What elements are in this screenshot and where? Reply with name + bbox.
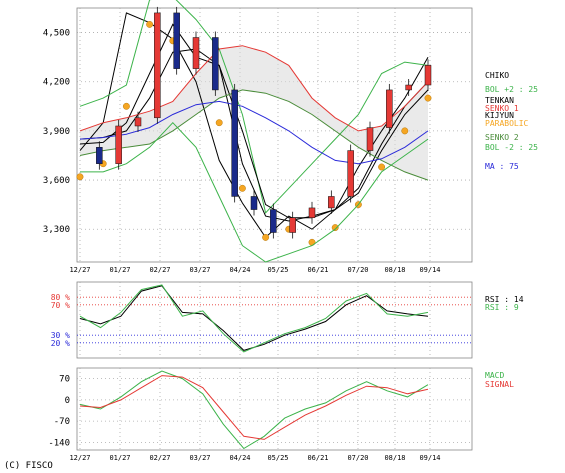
candle-body bbox=[250, 196, 258, 210]
macd-x-tick-label: 12/27 bbox=[69, 454, 90, 462]
candle-body bbox=[115, 125, 122, 164]
legend-rsi-9: RSI : 9 bbox=[485, 303, 519, 312]
parabolic-dot bbox=[424, 94, 432, 102]
candle-body bbox=[366, 127, 374, 151]
candle-body bbox=[96, 147, 103, 164]
candle-body bbox=[270, 209, 277, 233]
price-x-tick-label: 07/20 bbox=[347, 266, 368, 274]
price-y-tick-label: 4,200 bbox=[43, 78, 70, 88]
price-x-tick-label: 05/25 bbox=[267, 266, 288, 274]
price-y-tick-label: 3,600 bbox=[43, 176, 70, 186]
parabolic-dot bbox=[146, 20, 154, 28]
candle-body bbox=[347, 150, 354, 197]
series-bol-2-25 bbox=[79, 0, 429, 214]
price-x-tick-label: 02/27 bbox=[149, 266, 170, 274]
macd-x-tick-label: 07/20 bbox=[347, 454, 368, 462]
macd-panel: 70 0 -70 -140 12/27 01/27 02/27 03/27 04/24 05/25… bbox=[48, 367, 514, 462]
price-x-tick-label: 06/21 bbox=[307, 266, 328, 274]
price-y-tick-label: 3,300 bbox=[43, 225, 70, 235]
macd-x-tick-label: 02/27 bbox=[149, 454, 170, 462]
price-y-tick-label: 3,900 bbox=[43, 127, 70, 137]
candle-body bbox=[289, 217, 296, 233]
legend-ma-75: MA : 75 bbox=[485, 162, 519, 171]
macd-frame bbox=[76, 367, 473, 451]
price-x-tick-label: 09/14 bbox=[419, 266, 440, 274]
series-bol-2-25 bbox=[80, 121, 429, 263]
price-y-tick-label: 4,500 bbox=[43, 29, 70, 39]
candle-body bbox=[134, 117, 142, 127]
ichimoku-cloud bbox=[80, 45, 428, 181]
series-tenkan bbox=[79, 23, 429, 222]
rsi-frame bbox=[76, 281, 473, 359]
macd-y-tick-label: -140 bbox=[48, 438, 70, 448]
parabolic-dot bbox=[76, 173, 84, 181]
parabolic-dot bbox=[262, 233, 270, 241]
price-x-tick-label: 08/18 bbox=[384, 266, 405, 274]
price-frame bbox=[76, 7, 473, 263]
candle-body bbox=[424, 65, 432, 86]
legend-bol-2-25: BOL +2 : 25 bbox=[485, 85, 538, 94]
parabolic-dot bbox=[401, 127, 409, 135]
parabolic-dot bbox=[331, 224, 339, 232]
rsi-y-tick-label: 20 % bbox=[51, 339, 70, 348]
macd-y-tick-label: 0 bbox=[65, 396, 70, 406]
candle-body bbox=[154, 12, 161, 119]
parabolic-dot bbox=[378, 163, 386, 171]
legend-tenkan: TENKAN bbox=[485, 96, 514, 105]
macd-x-tick-label: 09/14 bbox=[419, 454, 440, 462]
series-rsi-9 bbox=[79, 284, 429, 353]
candle-body bbox=[328, 196, 335, 209]
macd-x-tick-label: 05/25 bbox=[267, 454, 288, 462]
rsi-y-tick-label: 30 % bbox=[51, 331, 70, 340]
legend-chiko: CHIKO bbox=[485, 71, 509, 80]
parabolic-dot bbox=[238, 184, 246, 192]
legend-senko-2: SENKO 2 bbox=[485, 133, 519, 142]
macd-y-tick-label: 70 bbox=[59, 375, 70, 385]
series-macd bbox=[79, 370, 429, 450]
price-x-tick-label: 03/27 bbox=[189, 266, 210, 274]
parabolic-dot bbox=[215, 119, 223, 127]
series-rsi-14 bbox=[79, 285, 429, 351]
macd-x-tick-label: 08/18 bbox=[384, 454, 405, 462]
legend-senko-1: SENKO 1 bbox=[485, 104, 519, 113]
macd-x-tick-label: 03/27 bbox=[189, 454, 210, 462]
candle-body bbox=[231, 89, 238, 197]
candle-body bbox=[173, 12, 180, 69]
candle-body bbox=[212, 37, 219, 91]
rsi-y-tick-label: 80 % bbox=[51, 293, 70, 302]
copyright-text: (C) FISCO bbox=[4, 461, 53, 471]
candle-body bbox=[386, 89, 393, 128]
candle-body bbox=[308, 207, 316, 219]
legend-macd: MACD bbox=[485, 371, 504, 380]
legend-bol-2-25: BOL -2 : 25 bbox=[485, 143, 538, 152]
legend-parabolic: PARABOLIC bbox=[485, 119, 529, 128]
legend-signal: SIGNAL bbox=[485, 380, 514, 389]
price-x-tick-label: 04/24 bbox=[229, 266, 250, 274]
macd-y-tick-label: -70 bbox=[54, 417, 70, 427]
macd-x-tick-label: 04/24 bbox=[229, 454, 250, 462]
parabolic-dot bbox=[122, 102, 130, 110]
price-x-tick-label: 12/27 bbox=[69, 266, 90, 274]
price-panel: 4,500 4,200 3,900 3,600 3,300 12/27 01/27 02/27… bbox=[43, 0, 538, 274]
candle-body bbox=[192, 37, 200, 69]
rsi-y-tick-label: 70 % bbox=[51, 301, 70, 310]
price-x-tick-label: 01/27 bbox=[109, 266, 130, 274]
candle-body bbox=[405, 84, 412, 91]
legend-kijyun: KIJYUN bbox=[485, 111, 514, 120]
macd-x-tick-label: 01/27 bbox=[109, 454, 130, 462]
macd-x-tick-label: 06/21 bbox=[307, 454, 328, 462]
series-signal bbox=[79, 375, 429, 440]
legend-rsi-14: RSI : 14 bbox=[485, 295, 524, 304]
